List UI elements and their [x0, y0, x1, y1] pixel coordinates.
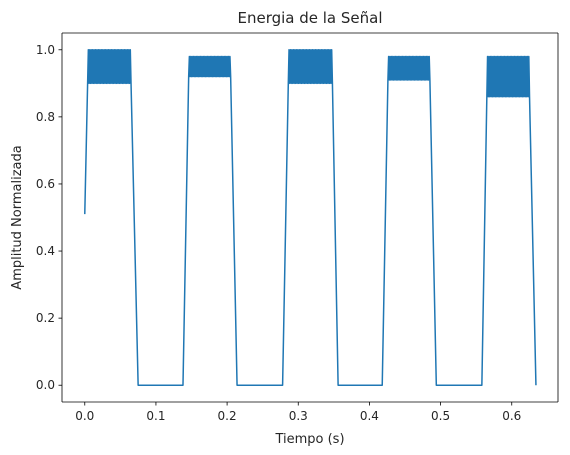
x-tick-label: 0.3	[289, 409, 308, 423]
plot-background	[62, 33, 558, 402]
series-line	[84, 49, 537, 386]
chart-title: Energia de la Señal	[237, 9, 382, 27]
y-tick-label: 0.6	[36, 177, 55, 191]
x-tick-label: 0.0	[75, 409, 94, 423]
y-tick-label: 0.2	[36, 311, 55, 325]
series-layer	[84, 49, 537, 386]
x-tick-label: 0.2	[218, 409, 237, 423]
y-tick-label: 0.8	[36, 110, 55, 124]
x-tick-label: 0.6	[502, 409, 521, 423]
x-tick-label: 0.1	[146, 409, 165, 423]
x-axis-label: Tiempo (s)	[274, 432, 344, 447]
x-tick-label: 0.4	[360, 409, 379, 423]
y-tick-label: 0.0	[36, 378, 55, 392]
axes-layer	[61, 32, 559, 403]
y-axis-label: Amplitud Normalizada	[10, 145, 25, 289]
y-tick-label: 0.4	[36, 244, 55, 258]
y-tick-label: 1.0	[36, 43, 55, 57]
x-tick-label: 0.5	[431, 409, 450, 423]
ticks-layer: 0.0 0.1 0.2 0.3 0.4 0.5 0.6 0.0 0.2 0.4 0.6 0.8 1.0	[36, 43, 521, 423]
